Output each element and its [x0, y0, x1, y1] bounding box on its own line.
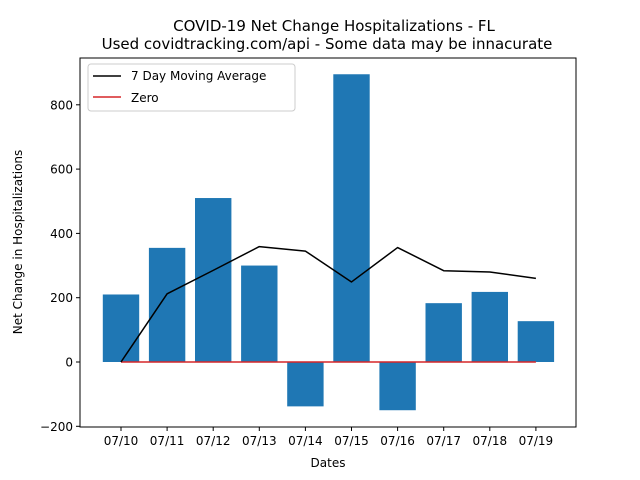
chart-subtitle: Used covidtracking.com/api - Some data m… [102, 35, 553, 53]
bar-07/14 [287, 362, 324, 407]
x-tick-label: 07/12 [196, 434, 231, 448]
y-tick-label: 600 [50, 163, 73, 177]
legend-label-moving-average: 7 Day Moving Average [131, 69, 266, 83]
x-tick-label: 07/18 [473, 434, 508, 448]
y-tick-label: −200 [40, 420, 73, 434]
bar-07/18 [471, 291, 508, 362]
bar-07/10 [102, 294, 140, 362]
x-tick-label: 07/16 [380, 434, 415, 448]
y-tick-label: 0 [65, 356, 73, 370]
y-tick-label: 400 [50, 227, 73, 241]
bar-07/19 [517, 321, 555, 362]
legend-label-zero: Zero [131, 91, 159, 105]
bar-07/16 [379, 362, 416, 411]
bar-07/13 [241, 265, 278, 362]
chart-title: COVID-19 Net Change Hospitalizations - F… [173, 17, 495, 35]
y-tick-label: 200 [50, 291, 73, 305]
bar-07/11 [148, 247, 186, 362]
bar-07/17 [425, 303, 462, 362]
y-tick-label: 800 [50, 98, 73, 112]
legend-box [87, 63, 296, 112]
x-tick-label: 07/10 [104, 434, 139, 448]
x-tick-label: 07/11 [150, 434, 185, 448]
x-axis-label: Dates [311, 456, 346, 470]
x-tick-label: 07/14 [288, 434, 323, 448]
y-axis-label: Net Change in Hospitalizations [11, 150, 25, 335]
x-tick-label: 07/19 [519, 434, 554, 448]
x-tick-label: 07/13 [242, 434, 277, 448]
moving-average-line [120, 245, 537, 363]
legend: 7 Day Moving Average Zero [87, 63, 296, 112]
x-tick-label: 07/17 [426, 434, 461, 448]
bar-07/12 [195, 198, 232, 362]
plot-frame [79, 57, 577, 428]
bar-07/15 [333, 74, 370, 362]
plot-area: −200 0 200 400 600 800 07/10 07/11 07/12 07/13 07/… [40, 57, 577, 448]
x-tick-label: 07/15 [334, 434, 369, 448]
